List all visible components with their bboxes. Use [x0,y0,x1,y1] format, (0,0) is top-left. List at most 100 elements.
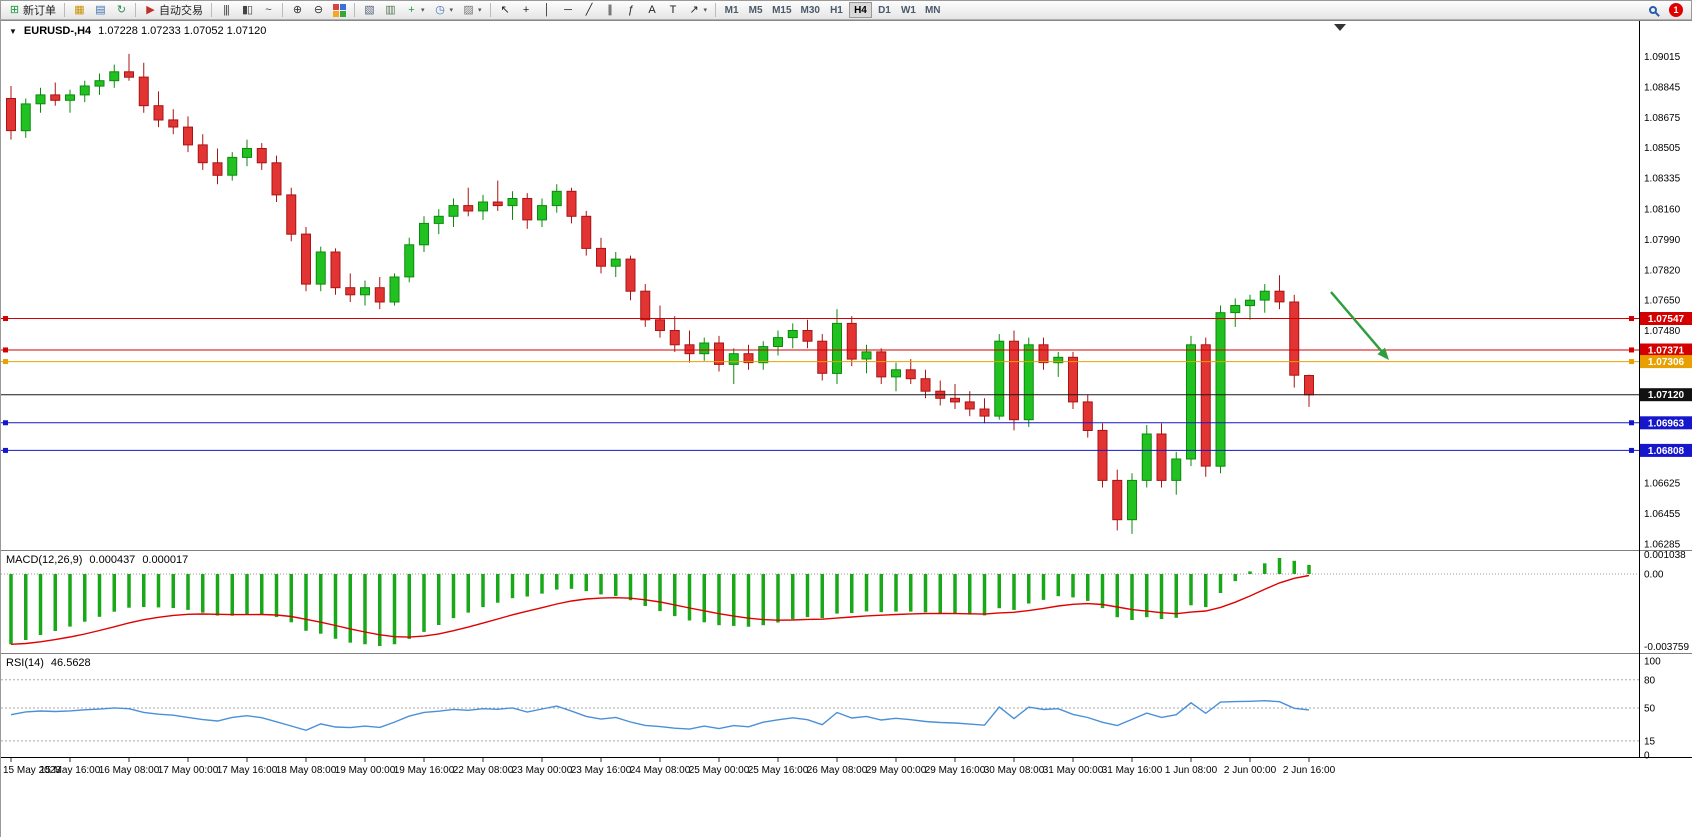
candle [1023,337,1034,427]
search-icon [1649,6,1657,14]
candle [1245,294,1255,320]
new-chart-button[interactable]: ▦ [69,2,89,19]
cursor-icon: ↖ [500,3,509,16]
timeframe-h1-button[interactable]: H1 [825,2,848,18]
timeframe-h4-button[interactable]: H4 [848,2,872,18]
time-axis-label: 19 May 16:00 [394,765,455,776]
timeframe-m30-button[interactable]: M30 [797,2,824,18]
autotrading-label: 自动交易 [159,5,203,17]
line-handle[interactable] [1629,420,1634,426]
time-axis-label: 17 May 00:00 [158,765,219,776]
fibonacci-button[interactable]: ƒ [621,2,641,19]
time-axis-label: 15 May 2023 [3,765,61,776]
horizontal-line-button[interactable]: ─ [558,2,578,19]
tile-windows-button[interactable] [329,2,350,19]
timeframe-w1-button[interactable]: W1 [897,2,920,18]
candle-body [212,162,223,176]
time-axis-label: 19 May 00:00 [335,765,396,776]
templates-caret-icon: ▾ [478,7,482,14]
line-handle[interactable] [1629,359,1634,365]
one-click-collapse-icon[interactable]: ▼ [9,26,17,36]
line-handle[interactable] [3,420,8,426]
candle-body [994,340,1005,417]
vertical-line-button[interactable]: │ [537,2,557,19]
price-tag [1640,355,1692,369]
line-handle[interactable] [1629,347,1634,353]
chart-shift-marker[interactable] [1334,24,1346,31]
chart-plot-area[interactable] [1,20,1639,550]
profiles-button[interactable]: ▤ [90,2,110,19]
candle-body [6,98,16,132]
candle-body [891,369,901,378]
candle [979,398,990,424]
candle [920,369,931,399]
trend-arrow-head [1377,347,1389,360]
candle-body [979,408,990,417]
notification-badge[interactable]: 1 [1669,3,1683,17]
candle [448,198,459,227]
candle-body [743,353,754,364]
candle-body [566,190,577,217]
candle [183,116,193,153]
arrow-objects-button[interactable]: ↗ ▾ [684,2,712,19]
rsi-axis-label: 100 [1644,657,1661,668]
line-handle[interactable] [3,316,8,322]
periods-icon: ◷ [435,3,445,16]
candle-body [242,148,252,158]
crosshair-button[interactable]: + [516,2,536,19]
autotrading-icon: ▶ [146,3,154,16]
candle [124,53,134,81]
rsi-axis-label: 0 [1644,751,1650,762]
rsi-axis-label: 15 [1644,736,1656,747]
candle [522,193,533,229]
candle [1053,351,1064,377]
timeframe-d1-button[interactable]: D1 [873,2,896,18]
zoom-in-button[interactable]: ⊕ [287,2,307,19]
cursor-button[interactable]: ↖ [495,2,515,19]
line-handle[interactable] [3,359,8,365]
text-button[interactable]: A [642,2,662,19]
text-label-button[interactable]: T [663,2,683,19]
line-handle[interactable] [3,347,8,353]
candle-body [1112,479,1123,521]
timeframe-mn-button[interactable]: MN [921,2,945,18]
macd-axis-label: 0.00 [1644,570,1664,581]
autotrading-button[interactable]: ▶ 自动交易 [140,2,207,19]
data-window-button[interactable]: ▥ [380,2,400,19]
templates-button[interactable]: ▨ ▾ [458,2,486,19]
candle-body [492,201,503,207]
new-order-button[interactable]: ⊞ 新订单 [4,2,60,19]
candle [1259,284,1270,313]
candle-body [315,251,326,285]
periods-button[interactable]: ◷ ▾ [430,2,458,19]
candle [65,89,75,113]
price-axis-label: 1.08160 [1644,205,1681,216]
equidistant-channel-button[interactable]: ∥ [600,2,620,19]
strategy-tester-button[interactable]: ▧ [359,2,379,19]
macd-indicator-name: MACD(12,26,9) [6,554,83,566]
timeframe-m15-button[interactable]: M15 [768,2,795,18]
candle [728,348,739,384]
search-button[interactable] [1645,2,1661,19]
candle [1068,351,1078,409]
trendline-button[interactable]: ╱ [579,2,599,19]
line-handle[interactable] [1629,316,1634,322]
refresh-button[interactable]: ↻ [111,2,131,19]
zoom-out-button[interactable]: ⊖ [308,2,328,19]
timeframe-m5-button[interactable]: M5 [744,2,767,18]
candle [743,344,754,370]
chart-line-button[interactable]: ~ [258,2,278,19]
add-indicator-button[interactable]: + ▾ [401,2,429,19]
macd-value: 0.000437 [89,554,136,566]
line-handle[interactable] [1629,447,1634,453]
chart-bars-button[interactable]: ||| [216,2,236,19]
trend-arrow-annotation[interactable] [1330,291,1386,356]
timeframe-m1-button[interactable]: M1 [720,2,743,18]
candle [79,80,90,103]
line-handle[interactable] [3,447,8,453]
candle [610,252,621,277]
macd-panel-label: MACD(12,26,9) 0.000437 0.000017 [6,554,188,566]
chart-candles-button[interactable]: ▮▯ [237,2,257,19]
candle-body [1230,305,1241,314]
